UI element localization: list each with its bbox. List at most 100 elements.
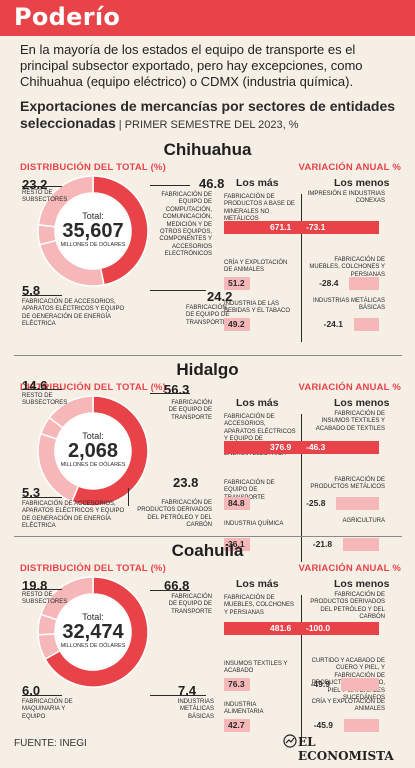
total-label: Total:	[82, 431, 104, 441]
menos-value: -21.8	[312, 539, 333, 549]
total-value: 35,607	[62, 220, 124, 242]
pie-slice	[70, 395, 149, 507]
slice-value: 19.8	[22, 578, 48, 593]
menos-bar	[342, 538, 379, 551]
slice-label: FABRICACIÓN DE EQUIPO DE TRANSPORTE	[168, 400, 212, 421]
donut-center-label: Total: 35,607 MILLONES DE DÓLARES	[58, 211, 128, 249]
menos-value: -73.1	[306, 222, 326, 232]
slice-value: 23.8	[173, 475, 199, 490]
mas-label: FABRICACIÓN DE PRODUCTOS A BASE DE MINER…	[224, 194, 295, 223]
leader-line	[150, 185, 190, 186]
donut-center-label: Total: 32,474 MILLONES DE DÓLARES	[58, 612, 128, 650]
menos-value: -100.0	[306, 623, 331, 633]
variation-heading: VARIACIÓN ANUAL %	[298, 563, 401, 574]
distribution-heading: DISTRIBUCIÓN DEL TOTAL (%)	[20, 382, 166, 393]
donut-chart	[37, 576, 149, 688]
donut-center-label: Total: 2,068 MILLONES DE DÓLARES	[58, 431, 128, 469]
slice-label: FABRICACIÓN DE ACCESORIOS, APARATOS ELÉC…	[22, 501, 125, 530]
menos-bar	[302, 622, 379, 635]
menos-value: -28.4	[319, 278, 339, 288]
menos-heading: Los menos	[334, 397, 390, 409]
chart-subtitle: Exportaciones de mercancías por sectores…	[20, 98, 410, 134]
pie-slice	[37, 175, 94, 228]
menos-label: FABRICACIÓN DE PRODUCTOS METÁLICOS	[310, 477, 385, 491]
pie-slice	[92, 175, 149, 286]
mas-value: 671.1	[270, 222, 292, 232]
mas-heading: Los más	[236, 397, 279, 409]
mas-heading: Los más	[236, 578, 279, 590]
leader-line	[128, 488, 129, 506]
slice-label: RESTO DE SUBSECTORES	[22, 190, 68, 204]
slice-value: 7.4	[178, 683, 197, 698]
menos-heading: Los menos	[334, 578, 390, 590]
slice-value: 56.3	[164, 382, 190, 397]
slice-label: FABRICACIÓN DE EQUIPO DE TRANSPORTE	[168, 594, 212, 615]
leader-line	[150, 590, 190, 591]
menos-bar	[340, 678, 379, 691]
mas-bar	[224, 497, 250, 510]
slice-label: FABRICACIÓN DE EQUIPO DE TRANSPORTE	[186, 305, 230, 326]
menos-bar	[349, 277, 379, 290]
subtitle-main: Exportaciones de mercancías por sectores…	[20, 98, 396, 131]
slice-label: INDUSTRIAS METÁLICAS BÁSICAS	[177, 699, 214, 720]
slice-value: 46.8	[199, 176, 225, 191]
mas-bar	[224, 538, 250, 551]
menos-bar	[343, 719, 379, 732]
donut-chart	[37, 175, 149, 287]
mas-label: INDUSTRIA DE LAS BEBIDAS Y EL TABACO	[224, 301, 291, 315]
distribution-heading: DISTRIBUCIÓN DEL TOTAL (%)	[20, 563, 166, 574]
leader-line	[22, 186, 62, 187]
mas-bar	[224, 221, 302, 234]
slice-value: 6.0	[22, 683, 41, 698]
pie-slice	[39, 576, 94, 621]
mas-value: 51.2	[228, 278, 245, 288]
mas-bar	[224, 318, 250, 331]
menos-label: INDUSTRIAS METÁLICAS BÁSICAS	[312, 298, 385, 312]
section-divider	[14, 536, 402, 537]
brand-name: EL ECONOMISTA	[298, 735, 394, 763]
total-unit: MILLONES DE DÓLARES	[60, 242, 126, 248]
zero-axis	[301, 414, 302, 562]
mas-value: 49.2	[228, 319, 245, 329]
mas-label: FABRICACIÓN DE MUEBLES, COLCHONES Y PERS…	[224, 595, 295, 616]
slice-label: FABRICACIÓN DE ACCESORIOS, APARATOS ELÉC…	[22, 299, 125, 328]
mas-value: 376.9	[270, 442, 292, 452]
slice-label: FABRICACIÓN DE MAQUINARIA Y EQUIPO	[22, 699, 73, 720]
menos-label: FABRICACIÓN DE PRODUCTOS DERIVADOS DEL P…	[310, 592, 385, 621]
donut-hole	[56, 194, 130, 268]
slice-label: FABRICACIÓN DE EQUIPO DE COMPUTACIÓN, CO…	[159, 192, 212, 258]
menos-heading: Los menos	[334, 177, 390, 189]
mas-label: INDUSTRIA ALIMENTARIA	[224, 702, 264, 716]
total-label: Total:	[82, 612, 104, 622]
menos-value: -49.9	[310, 679, 330, 689]
slice-value: 5.8	[22, 283, 41, 298]
total-unit: MILLONES DE DÓLARES	[60, 643, 126, 649]
variation-heading: VARIACIÓN ANUAL %	[298, 162, 401, 173]
menos-value: -45.9	[313, 720, 334, 730]
menos-bar	[302, 221, 379, 234]
pie-slice	[37, 223, 58, 246]
menos-label: CRÍA Y EXPLOTACIÓN DE ANIMALES	[311, 699, 385, 713]
mas-bar	[224, 719, 250, 732]
slice-label: FABRICACIÓN DE PRODUCTOS DERIVADOS DEL P…	[137, 500, 212, 529]
donut-chart	[37, 395, 149, 507]
menos-bar	[336, 497, 379, 510]
slice-value: 24.2	[207, 289, 233, 304]
mas-label: INSUMOS TEXTILES Y ACABADO	[224, 661, 288, 675]
mas-value: 42.7	[228, 720, 245, 730]
slice-label: RESTO DE SUBSECTORES	[22, 393, 68, 407]
subtitle-sep: |	[115, 119, 125, 131]
slice-value: 5.3	[22, 485, 41, 500]
mas-value: 84.8	[228, 498, 245, 508]
source-note: FUENTE: INEGI	[14, 738, 87, 749]
mas-bar	[224, 678, 250, 691]
menos-label: IMPRESIÓN E INDUSTRIAS CONEXAS	[307, 191, 385, 205]
mas-bar	[224, 441, 302, 454]
slice-value: 14.6	[22, 378, 48, 393]
slice-value: 66.8	[164, 578, 190, 593]
donut-hole	[56, 414, 130, 488]
mas-label: INDUSTRIA QUÍMICA	[224, 521, 284, 527]
menos-bar	[353, 318, 379, 331]
state-title: Chihuahua	[163, 140, 252, 159]
mas-heading: Los más	[236, 177, 279, 189]
